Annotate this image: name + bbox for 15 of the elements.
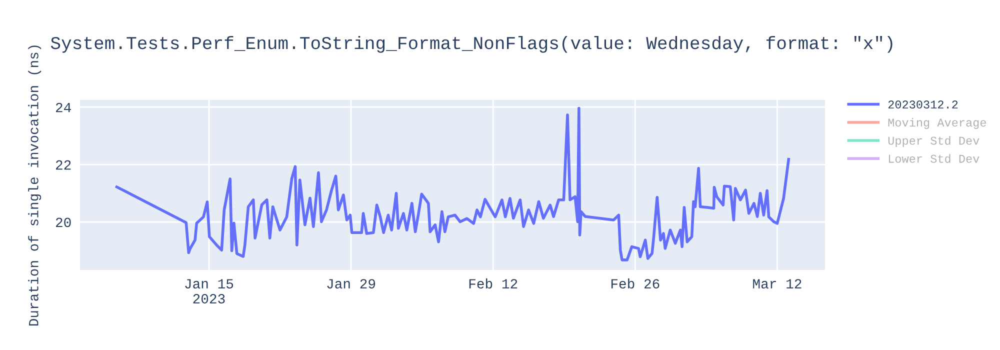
x-tick-label: Jan 29: [327, 279, 376, 289]
x-tick-label: Feb 12: [469, 278, 518, 289]
x-tick-label: Jan 15 2023: [185, 279, 234, 304]
y-tick-label: 22: [56, 160, 71, 170]
x-tick-label: Mar 12: [753, 279, 802, 289]
legend-label: Lower Std Dev: [888, 154, 980, 163]
legend-label: 20230312.2: [888, 100, 958, 109]
legend-label: Upper Std Dev: [888, 136, 980, 148]
chart-title: System.Tests.Perf_Enum.ToString_Format_NonFlags(value: Wednesday, format: "x"): [50, 36, 892, 53]
y-tick-label: 24: [56, 102, 71, 112]
y-axis-title: Duration of single invocation (ns): [28, 46, 42, 326]
y-tick-label: 20: [56, 218, 71, 228]
line-series: [115, 106, 790, 262]
x-tick-label: Feb 26: [611, 278, 660, 289]
legend-label: Moving Average: [888, 118, 986, 129]
